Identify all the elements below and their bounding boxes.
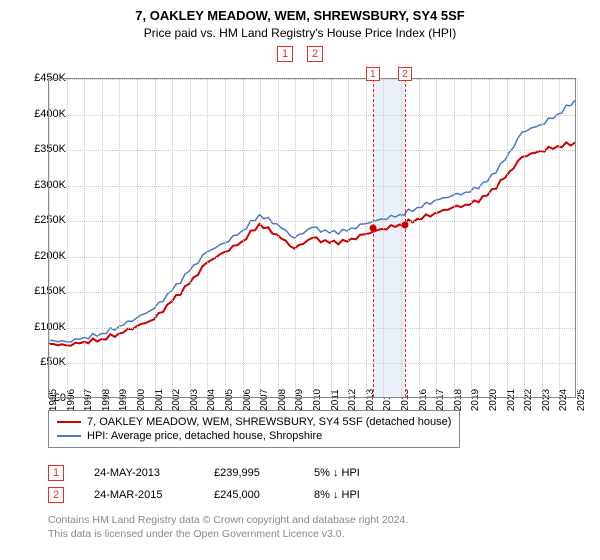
legend-swatch xyxy=(57,421,81,423)
data-row-price: £245,000 xyxy=(214,489,284,501)
legend-item: HPI: Average price, detached house, Shro… xyxy=(57,429,451,443)
marker-line xyxy=(405,79,406,397)
data-row-delta: 5% ↓ HPI xyxy=(314,467,360,479)
marker-top-box: 1 xyxy=(366,67,380,81)
marker-header-2: 2 xyxy=(307,46,323,62)
data-row: 2 24-MAR-2015 £245,000 8% ↓ HPI xyxy=(48,484,360,506)
chart-plot-area: 12 xyxy=(48,78,576,398)
legend-item: 7, OAKLEY MEADOW, WEM, SHREWSBURY, SY4 5… xyxy=(57,415,451,429)
marker-header-1: 1 xyxy=(277,46,293,62)
legend-swatch xyxy=(57,435,81,437)
footer-line: This data is licensed under the Open Gov… xyxy=(48,528,408,542)
data-row-date: 24-MAR-2015 xyxy=(94,489,184,501)
data-row-delta: 8% ↓ HPI xyxy=(314,489,360,501)
legend-label: 7, OAKLEY MEADOW, WEM, SHREWSBURY, SY4 5… xyxy=(87,416,451,428)
data-row-marker: 2 xyxy=(48,487,64,503)
data-row: 1 24-MAY-2013 £239,995 5% ↓ HPI xyxy=(48,462,360,484)
data-row-marker: 1 xyxy=(48,465,64,481)
data-row-price: £239,995 xyxy=(214,467,284,479)
data-row-date: 24-MAY-2013 xyxy=(94,467,184,479)
chart-subtitle: Price paid vs. HM Land Registry's House … xyxy=(0,23,600,40)
legend-label: HPI: Average price, detached house, Shro… xyxy=(87,430,322,442)
legend-box: 7, OAKLEY MEADOW, WEM, SHREWSBURY, SY4 5… xyxy=(48,410,460,448)
marker-dot xyxy=(401,221,408,228)
marker-top-box: 2 xyxy=(398,67,412,81)
data-rows: 1 24-MAY-2013 £239,995 5% ↓ HPI 2 24-MAR… xyxy=(48,462,360,506)
chart-title: 7, OAKLEY MEADOW, WEM, SHREWSBURY, SY4 5… xyxy=(0,0,600,23)
marker-header-row: 1 2 xyxy=(0,46,600,62)
marker-line xyxy=(373,79,374,397)
marker-dot xyxy=(369,225,376,232)
footer-line: Contains HM Land Registry data © Crown c… xyxy=(48,514,408,528)
footer-attribution: Contains HM Land Registry data © Crown c… xyxy=(48,514,408,541)
